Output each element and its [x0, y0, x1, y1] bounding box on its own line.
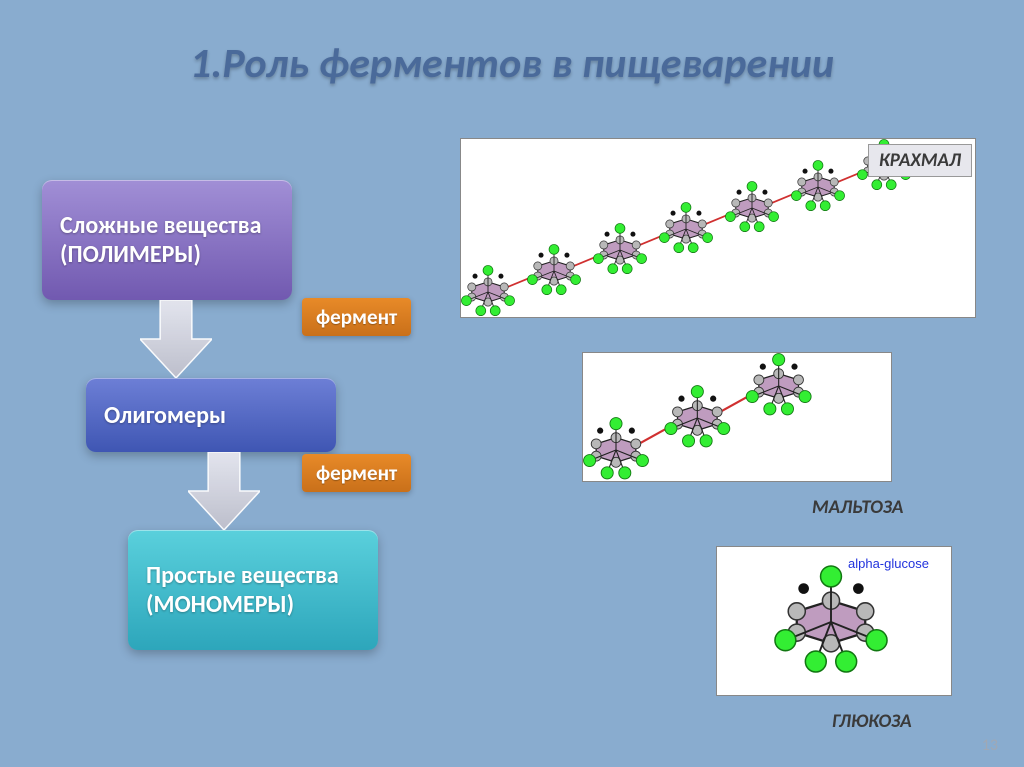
stage-label: Сложные вещества (ПОЛИМЕРЫ) [60, 211, 274, 269]
stage-oligomers: Олигомеры [86, 378, 336, 452]
arrow-down-icon [140, 300, 212, 378]
alpha-glucose-label: alpha-glucose [848, 556, 929, 571]
molecule-panel-maltose [582, 352, 892, 482]
glucose-label: ГЛЮКОЗА [832, 710, 912, 733]
ferment-label: фермент [302, 454, 411, 492]
stage-polymers: Сложные вещества (ПОЛИМЕРЫ) [42, 180, 292, 300]
maltose-label: МАЛЬТОЗА [812, 496, 903, 519]
ferment-label: фермент [302, 298, 411, 336]
page-number: 13 [982, 736, 998, 755]
molecule-maltose [583, 353, 893, 483]
stage-monomers: Простые вещества (МОНОМЕРЫ) [128, 530, 378, 650]
stage-label: Олигомеры [104, 401, 226, 430]
page-title: 1.Роль ферментов в пищеварении [0, 38, 1024, 89]
starch-label: КРАХМАЛ [868, 144, 972, 177]
arrow-down-icon [188, 452, 260, 530]
stage-label: Простые вещества (МОНОМЕРЫ) [146, 561, 360, 619]
